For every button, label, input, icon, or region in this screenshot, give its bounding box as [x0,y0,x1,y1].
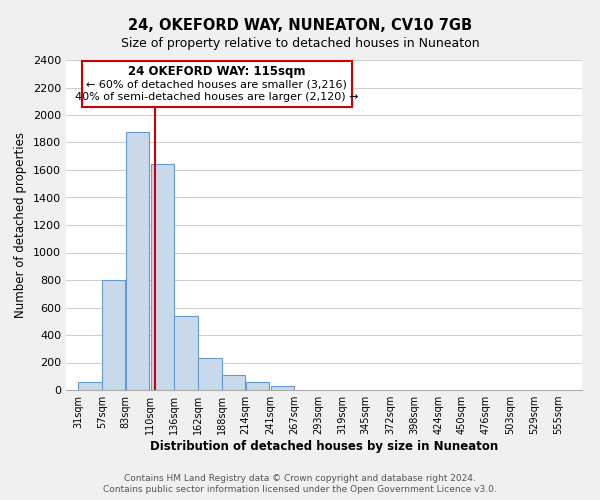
Text: 24 OKEFORD WAY: 115sqm: 24 OKEFORD WAY: 115sqm [128,65,305,78]
X-axis label: Distribution of detached houses by size in Nuneaton: Distribution of detached houses by size … [150,440,498,453]
Bar [198,358,221,390]
Text: 24, OKEFORD WAY, NUNEATON, CV10 7GB: 24, OKEFORD WAY, NUNEATON, CV10 7GB [128,18,472,32]
Text: ← 60% of detached houses are smaller (3,216): ← 60% of detached houses are smaller (3,… [86,79,347,89]
Text: 40% of semi-detached houses are larger (2,120) →: 40% of semi-detached houses are larger (… [75,92,359,102]
Bar [222,375,245,390]
Bar [102,280,125,390]
Text: Size of property relative to detached houses in Nuneaton: Size of property relative to detached ho… [121,38,479,51]
Bar [271,386,294,390]
Y-axis label: Number of detached properties: Number of detached properties [14,132,28,318]
Bar [126,132,149,390]
Text: Contains HM Land Registry data © Crown copyright and database right 2024.
Contai: Contains HM Land Registry data © Crown c… [103,474,497,494]
FancyBboxPatch shape [82,62,352,107]
Bar [78,382,101,390]
Bar [175,316,198,390]
Bar [151,164,174,390]
Bar [246,382,269,390]
